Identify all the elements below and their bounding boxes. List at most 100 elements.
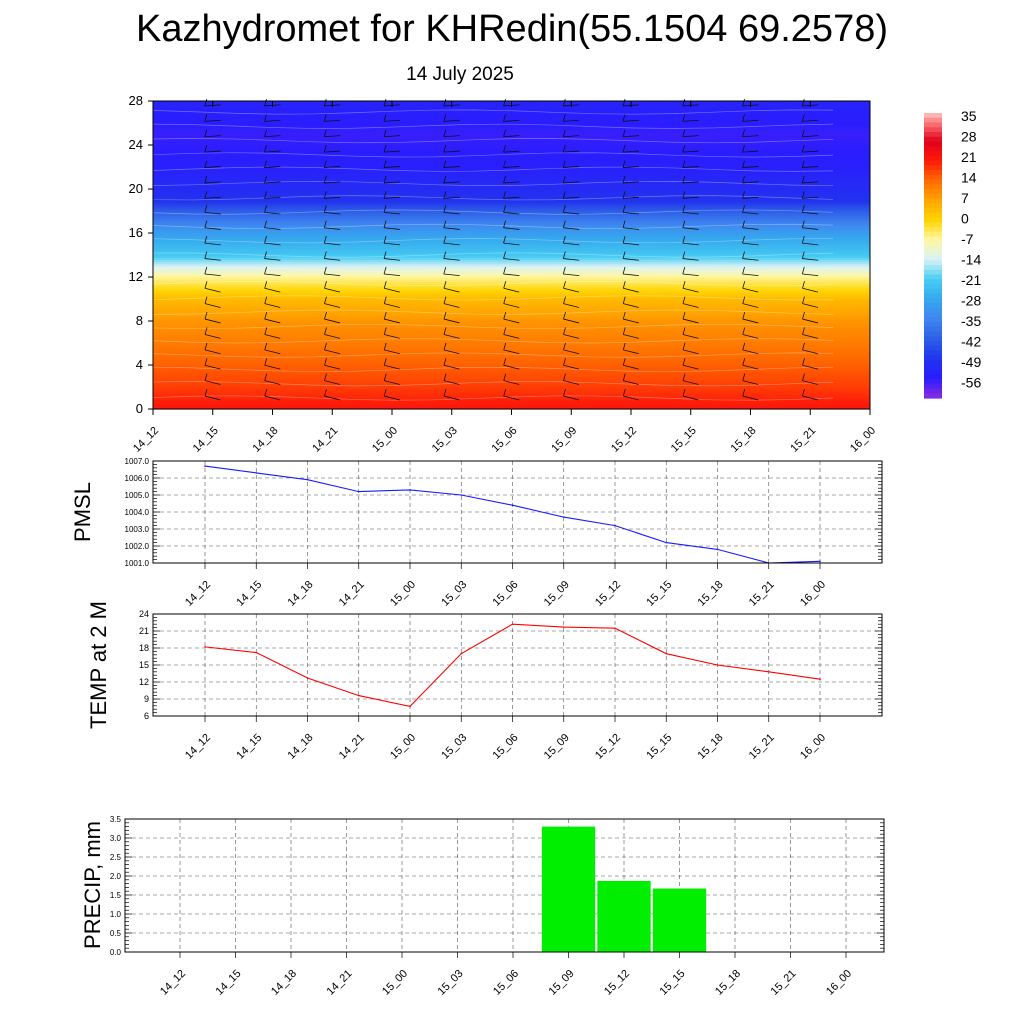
colorbar-label: -21: [961, 272, 981, 288]
heatmap-band: [153, 189, 870, 192]
xtick-label: 16_00: [798, 732, 828, 762]
xtick-label: 15_09: [542, 732, 572, 762]
heatmap-band: [153, 292, 870, 296]
wind-barb: [264, 364, 281, 370]
wind-barb-flag: [323, 114, 327, 122]
colorbar-swatch: [924, 246, 942, 252]
heatmap-band: [153, 263, 870, 267]
heatmap-band: [153, 393, 870, 397]
wind-barb: [204, 349, 221, 355]
heatmap-band: [153, 303, 870, 307]
colorbar-label: 21: [961, 149, 977, 165]
colorbar-swatch: [924, 360, 942, 366]
wind-barb-flag: [264, 296, 268, 304]
wind-barb: [742, 364, 759, 370]
wind-barb: [324, 166, 341, 168]
ytick-label: 21: [139, 626, 149, 636]
heatmap-band: [153, 202, 870, 205]
wind-barb: [802, 287, 819, 293]
wind-barb-flag: [443, 342, 447, 350]
wind-barb: [384, 273, 400, 277]
wind-barb: [623, 395, 639, 401]
wind-barb-flag: [742, 311, 746, 320]
ytick-label: 6: [144, 711, 149, 721]
wind-barb: [204, 227, 221, 230]
wind-barb: [503, 150, 520, 153]
heatmap-band: [153, 182, 870, 186]
wind-barb-flag: [802, 373, 805, 381]
wind-barb: [742, 166, 759, 168]
colorbar-swatch: [924, 212, 942, 219]
heatmap-band: [153, 180, 870, 183]
wind-barb: [563, 395, 580, 401]
colorbar-swatch: [924, 269, 942, 276]
wind-barb-flag: [622, 281, 626, 289]
wind-barb-flag: [323, 175, 327, 184]
wind-barb: [383, 119, 401, 122]
wind-barb: [563, 242, 580, 246]
wind-barb: [802, 196, 819, 199]
wind-barb-flag: [383, 311, 387, 320]
wind-barb-flag: [622, 311, 626, 320]
wind-barb-flag: [383, 191, 387, 199]
wind-barb-flag: [682, 145, 686, 153]
colorbar-swatch: [924, 341, 942, 347]
colorbar-swatch: [924, 222, 942, 228]
wind-barb-flag: [443, 129, 447, 137]
heatmap-band: [153, 149, 870, 153]
heatmap-band: [153, 112, 870, 115]
wind-barb: [682, 135, 699, 138]
wind-barb: [742, 258, 759, 261]
heatmap-band: [153, 259, 870, 263]
data-point: [204, 465, 206, 467]
data-point: [255, 472, 258, 474]
heatmap-band: [153, 347, 870, 351]
heatmap-band: [153, 197, 870, 201]
heatmap-band: [153, 235, 870, 238]
wind-barb-flag: [682, 281, 686, 289]
wind-barb: [443, 135, 460, 138]
wind-barb: [324, 380, 341, 385]
wind-barb: [384, 364, 400, 370]
wind-barb-flag: [682, 205, 686, 213]
wind-barb: [324, 242, 341, 246]
xtick-label: 15_09: [542, 579, 572, 609]
wind-barb: [383, 135, 401, 138]
wind-barb-flag: [204, 266, 208, 275]
colorbar-swatch: [924, 241, 942, 247]
heatmap-band: [153, 310, 870, 313]
wind-barb-flag: [443, 327, 447, 335]
wind-barb: [324, 349, 341, 355]
wind-barb: [264, 211, 281, 215]
wind-barb: [623, 318, 639, 324]
colorbar-swatch: [924, 127, 942, 133]
wind-barb-flag: [503, 388, 507, 397]
wind-barb: [563, 349, 580, 355]
wind-barb-flag: [503, 114, 506, 122]
colorbar-swatch: [924, 184, 942, 190]
wind-barb: [204, 395, 221, 401]
heatmap-band: [153, 376, 870, 379]
wind-barb: [204, 364, 221, 370]
colorbar-swatch: [924, 227, 942, 233]
wind-barb: [324, 303, 341, 308]
heatmap-band: [153, 384, 870, 388]
wind-barb-flag: [802, 296, 805, 304]
colorbar-swatch: [924, 303, 942, 309]
wind-barb-flag: [802, 311, 805, 320]
wind-barb-flag: [682, 129, 686, 137]
heatmap-band: [153, 334, 870, 337]
ytick-label: 2.5: [110, 853, 122, 862]
wind-barb-flag: [622, 236, 626, 244]
wind-barb-flag: [682, 220, 686, 228]
wind-barb-flag: [323, 251, 327, 259]
wind-barb-flag: [503, 358, 507, 366]
wind-barb-flag: [323, 145, 327, 153]
wind-barb-flag: [204, 205, 208, 213]
data-point: [255, 651, 258, 654]
wind-barb: [563, 150, 580, 153]
panel-frame: [152, 460, 883, 564]
colorbar-label: -56: [961, 375, 981, 391]
colorbar-swatch: [924, 236, 942, 242]
